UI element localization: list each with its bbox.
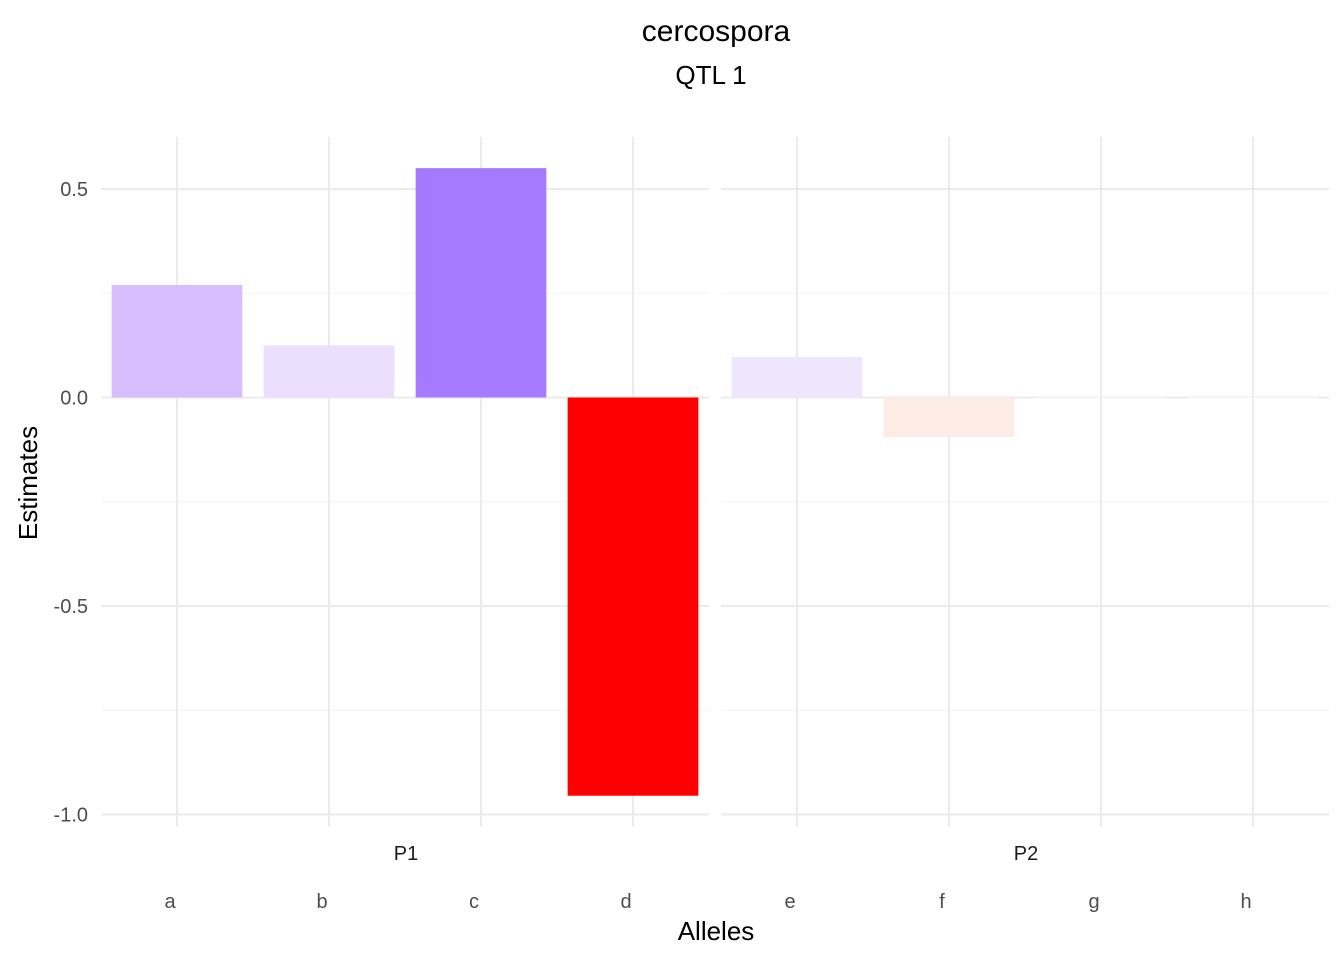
bar-d	[567, 397, 699, 796]
x-tick-label-g: g	[1088, 891, 1099, 913]
y-tick-label: -0.5	[54, 596, 88, 618]
grid-layer	[101, 137, 1329, 827]
facet-label-P1: P1	[394, 843, 418, 865]
bar-h	[1187, 397, 1319, 399]
chart-subtitle: QTL 1	[675, 60, 746, 90]
bar-b	[263, 345, 395, 398]
bar-a	[111, 284, 243, 398]
bar-g	[1035, 397, 1167, 399]
x-tick-label-c: c	[469, 891, 479, 913]
y-tick-label: 0.5	[60, 179, 88, 201]
y-tick-label: 0.0	[60, 388, 88, 410]
x-axis-title: Alleles	[678, 916, 755, 946]
bar-f	[883, 397, 1015, 438]
x-tick-label-h: h	[1240, 891, 1251, 913]
x-tick-label-f: f	[939, 891, 945, 913]
x-tick-label-e: e	[784, 891, 795, 913]
bar-layer	[111, 168, 1319, 796]
x-tick-label-d: d	[620, 891, 631, 913]
x-tick-label-b: b	[316, 891, 327, 913]
y-tick-label: -1.0	[54, 805, 88, 827]
bar-c	[415, 168, 547, 398]
label-layer: P1 a b c d P2 e f g h -1.0 -0.5 0.0 0.5	[54, 179, 1252, 913]
x-tick-label-a: a	[164, 891, 176, 913]
facet-label-P2: P2	[1014, 843, 1038, 865]
bar-e	[731, 357, 863, 398]
y-axis-title: Estimates	[13, 426, 43, 540]
chart-title: cercospora	[642, 15, 791, 48]
